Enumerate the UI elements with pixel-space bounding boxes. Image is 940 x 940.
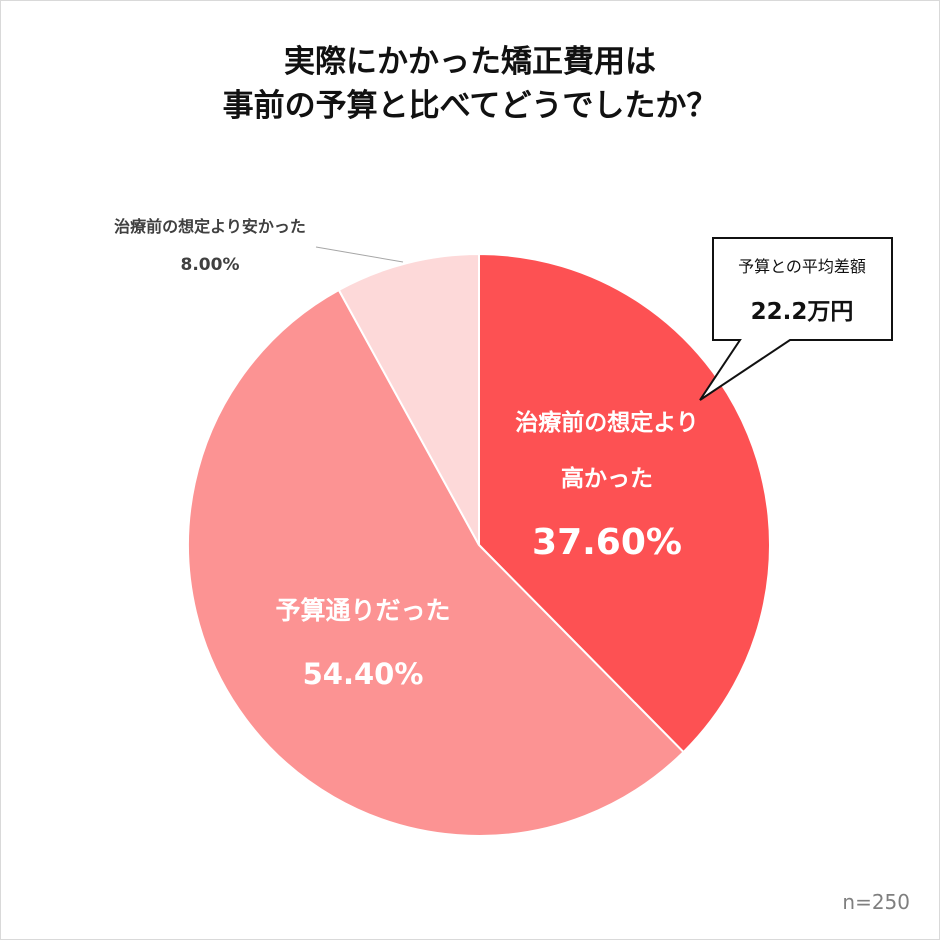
chart-title-line-2: 事前の予算と比べてどうでしたか？ xyxy=(222,88,718,124)
pie-slice-higher xyxy=(478,252,771,754)
pie-slice-as-budgeted xyxy=(187,288,685,837)
chart-title: 実際にかかった矯正費用は 事前の予算と比べてどうでしたか？ xyxy=(0,40,940,128)
higher-slice-value: 37.60% xyxy=(532,522,682,563)
sample-size-note: n=250 xyxy=(842,890,910,914)
as-budgeted-slice-label: 予算通りだった xyxy=(275,596,450,625)
lower-slice-value: 8.00% xyxy=(181,255,240,275)
callout-value: 22.2万円 xyxy=(751,299,854,325)
lower-slice-label: 治療前の想定より安かった xyxy=(114,217,306,236)
callout-label: 予算との平均差額 xyxy=(738,257,866,276)
as-budgeted-slice-value: 54.40% xyxy=(303,657,424,691)
lower-slice-leader-line xyxy=(315,246,404,263)
pie-slice-lower xyxy=(337,252,480,546)
pie-slices xyxy=(187,252,771,837)
chart-title-line-1: 実際にかかった矯正費用は xyxy=(284,44,656,80)
callout-bubble xyxy=(699,237,893,401)
higher-slice-label-line-1: 治療前の想定より xyxy=(515,409,699,436)
higher-slice-label-line-2: 高かった xyxy=(561,465,653,492)
